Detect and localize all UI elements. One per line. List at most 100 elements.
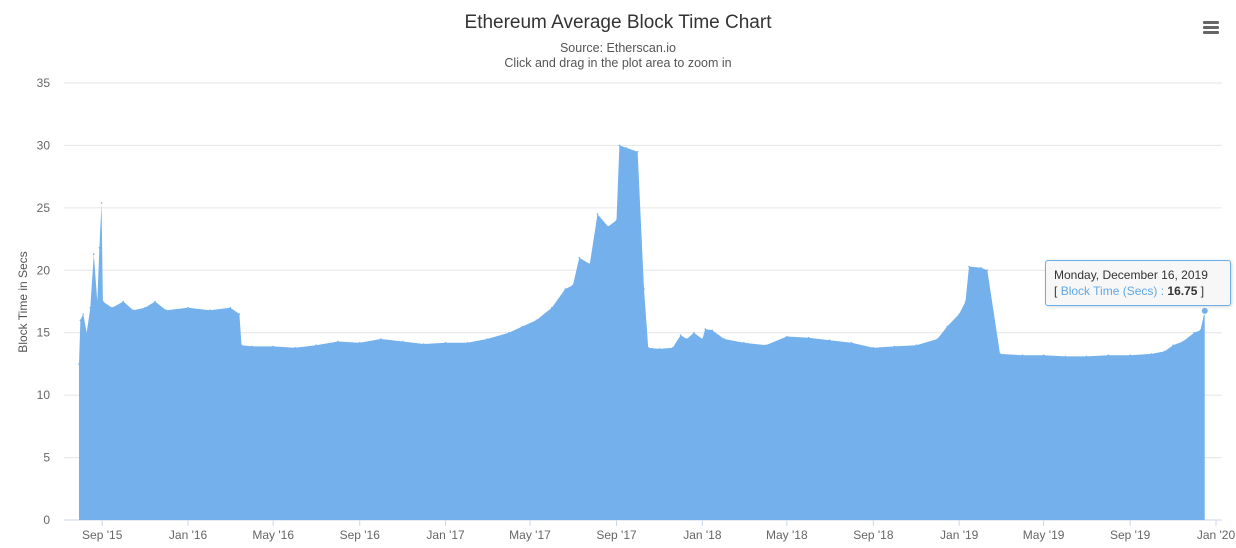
data-point[interactable] — [96, 300, 99, 303]
data-point[interactable] — [272, 345, 275, 348]
data-point[interactable] — [294, 346, 296, 349]
data-point[interactable] — [936, 338, 939, 340]
data-point[interactable] — [78, 363, 80, 365]
data-point[interactable] — [315, 344, 317, 347]
data-point[interactable] — [625, 147, 628, 149]
data-point[interactable] — [893, 345, 896, 348]
data-point[interactable] — [1163, 350, 1166, 353]
data-point[interactable] — [964, 300, 967, 303]
data-point[interactable] — [986, 269, 989, 272]
data-point[interactable] — [1085, 355, 1088, 358]
menu-bar — [1203, 26, 1219, 29]
data-point[interactable] — [535, 319, 538, 322]
data-point[interactable] — [79, 319, 82, 322]
data-point[interactable] — [1172, 344, 1174, 347]
data-point[interactable] — [380, 338, 382, 340]
data-point[interactable] — [701, 338, 704, 340]
data-point[interactable] — [337, 340, 339, 343]
data-point[interactable] — [466, 341, 469, 344]
block-time-area[interactable] — [79, 145, 1205, 520]
data-point[interactable] — [807, 336, 810, 339]
data-point[interactable] — [607, 225, 609, 228]
data-point[interactable] — [1107, 354, 1110, 357]
data-point[interactable] — [85, 331, 88, 334]
menu-bar — [1203, 31, 1219, 34]
data-point[interactable] — [850, 341, 853, 344]
data-point[interactable] — [521, 325, 524, 328]
data-point[interactable] — [1199, 329, 1202, 332]
data-point[interactable] — [658, 348, 661, 350]
data-point[interactable] — [693, 331, 695, 334]
data-point[interactable] — [229, 306, 232, 309]
x-tick-label: Jan '16 — [169, 528, 208, 542]
data-point[interactable] — [743, 341, 745, 344]
data-point[interactable] — [132, 309, 134, 312]
data-point[interactable] — [578, 257, 581, 259]
data-point[interactable] — [564, 288, 566, 290]
data-point[interactable] — [636, 150, 639, 153]
data-point[interactable] — [686, 338, 688, 340]
y-axis-title: Block Time in Secs — [16, 251, 30, 352]
data-point[interactable] — [786, 335, 788, 338]
data-point[interactable] — [98, 247, 101, 249]
data-point[interactable] — [240, 344, 243, 347]
data-point[interactable] — [643, 288, 645, 290]
data-point[interactable] — [946, 325, 948, 328]
x-tick-label: Sep '18 — [853, 528, 894, 542]
data-point[interactable] — [1129, 354, 1131, 357]
data-point[interactable] — [1064, 355, 1067, 358]
data-point[interactable] — [89, 306, 92, 309]
data-point[interactable] — [1193, 331, 1195, 334]
data-point[interactable] — [1150, 353, 1153, 355]
data-point[interactable] — [1182, 340, 1184, 343]
data-point[interactable] — [618, 144, 621, 147]
data-point[interactable] — [82, 313, 84, 315]
data-point[interactable] — [679, 334, 682, 337]
data-point[interactable] — [999, 353, 1001, 355]
data-point[interactable] — [1042, 354, 1045, 357]
data-point[interactable] — [711, 329, 713, 332]
data-point[interactable] — [1021, 354, 1024, 357]
data-point[interactable] — [828, 339, 831, 342]
x-tick-label: Jan '20 — [1197, 528, 1236, 542]
tooltip-value: 16.75 — [1167, 284, 1198, 298]
data-point[interactable] — [704, 328, 706, 330]
data-point[interactable] — [872, 346, 875, 349]
data-point[interactable] — [93, 253, 95, 255]
data-point[interactable] — [111, 306, 113, 309]
data-point[interactable] — [100, 202, 103, 204]
data-point[interactable] — [968, 265, 970, 268]
data-point[interactable] — [122, 300, 125, 303]
block-time-series[interactable] — [78, 144, 1209, 520]
data-point[interactable] — [589, 263, 591, 265]
data-point[interactable] — [508, 331, 510, 334]
data-point[interactable] — [647, 346, 649, 349]
data-point[interactable] — [154, 300, 156, 303]
data-point[interactable] — [672, 346, 674, 349]
data-point[interactable] — [165, 309, 167, 312]
data-point[interactable] — [572, 284, 574, 287]
data-point[interactable] — [551, 306, 553, 309]
data-point[interactable] — [209, 309, 211, 312]
data-point[interactable] — [144, 306, 146, 309]
hamburger-menu-icon[interactable] — [1198, 18, 1224, 40]
x-tick-label: Sep '17 — [596, 528, 637, 542]
data-point[interactable] — [251, 345, 253, 348]
data-point[interactable] — [187, 306, 189, 309]
data-point[interactable] — [238, 313, 241, 315]
data-point[interactable] — [596, 213, 599, 215]
data-point[interactable] — [723, 338, 725, 340]
data-point[interactable] — [423, 343, 425, 345]
tooltip-series-name: Block Time (Secs) — [1060, 284, 1158, 298]
data-point[interactable] — [980, 267, 982, 269]
data-point[interactable] — [764, 344, 767, 347]
data-point[interactable] — [444, 341, 447, 344]
data-point[interactable] — [958, 313, 960, 315]
data-point[interactable] — [486, 338, 488, 340]
data-point[interactable] — [401, 340, 404, 343]
data-point[interactable] — [615, 219, 618, 222]
data-point[interactable] — [358, 341, 361, 344]
data-point[interactable] — [102, 300, 104, 303]
data-point[interactable] — [915, 344, 918, 347]
